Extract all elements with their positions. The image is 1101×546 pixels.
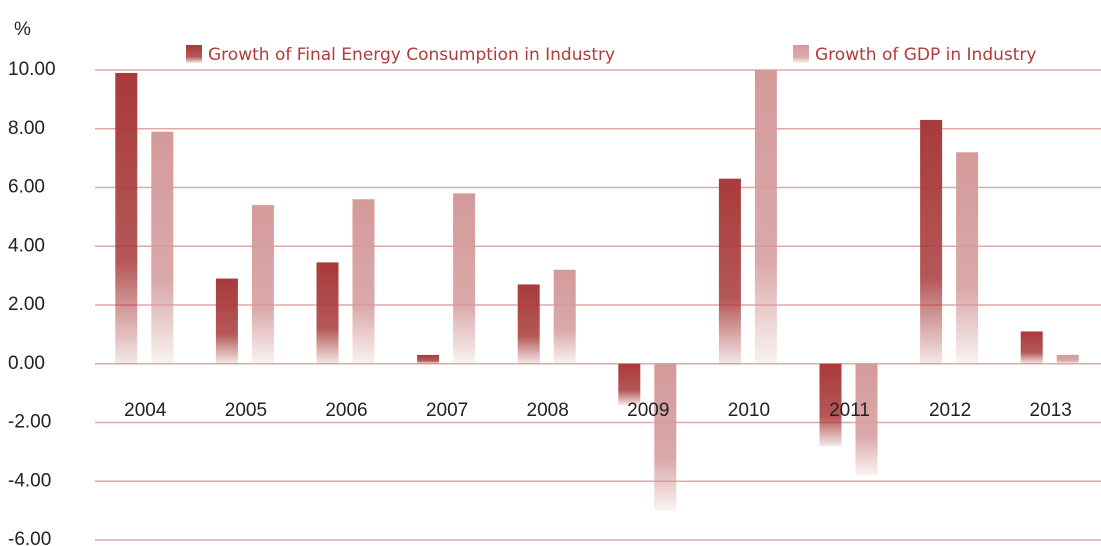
bar <box>920 119 943 364</box>
legend-label: Growth of Final Energy Consumption in In… <box>208 45 615 65</box>
x-tick-label: 2007 <box>426 400 468 421</box>
bar <box>819 363 842 446</box>
bar <box>115 72 138 364</box>
x-tick-label: 2011 <box>829 400 870 421</box>
y-tick-label: 0.00 <box>8 353 45 374</box>
y-tick-label: 6.00 <box>8 177 45 198</box>
x-tick-label: 2004 <box>124 400 167 421</box>
bar <box>754 70 777 364</box>
x-tick-label: 2006 <box>325 400 367 421</box>
bar <box>251 205 274 364</box>
x-tick-label: 2005 <box>225 400 267 421</box>
bar <box>718 178 741 364</box>
bar <box>956 152 979 364</box>
bar <box>1056 354 1079 364</box>
legend-swatch <box>186 45 202 63</box>
bar <box>654 363 677 511</box>
bar <box>151 131 174 364</box>
bar <box>352 199 375 364</box>
x-tick-label: 2013 <box>1030 400 1072 421</box>
bar <box>1020 331 1043 364</box>
y-tick-label: 2.00 <box>8 294 45 315</box>
bar <box>316 262 339 364</box>
legend-swatch <box>793 45 809 63</box>
bar <box>618 363 641 405</box>
legend-label: Growth of GDP in Industry <box>815 45 1036 65</box>
y-axis-label: % <box>14 19 31 40</box>
bar <box>855 363 878 476</box>
y-tick-label: -2.00 <box>8 412 51 433</box>
y-tick-label: 8.00 <box>8 118 45 139</box>
x-tick-label: 2009 <box>627 400 669 421</box>
y-tick-label: 10.00 <box>8 59 56 80</box>
x-tick-label: 2008 <box>527 400 569 421</box>
bar <box>553 269 576 364</box>
bar <box>417 354 440 364</box>
x-tick-label: 2010 <box>728 400 770 421</box>
bar <box>453 193 476 364</box>
y-tick-label: -6.00 <box>8 529 51 546</box>
x-tick-label: 2012 <box>929 400 971 421</box>
y-tick-label: 4.00 <box>8 235 45 256</box>
y-tick-label: -4.00 <box>8 470 51 491</box>
bar <box>517 284 540 364</box>
bar <box>215 278 238 364</box>
